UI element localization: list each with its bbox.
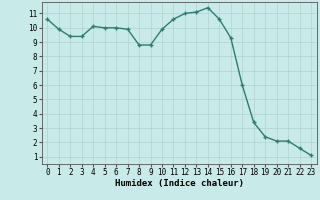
X-axis label: Humidex (Indice chaleur): Humidex (Indice chaleur) (115, 179, 244, 188)
